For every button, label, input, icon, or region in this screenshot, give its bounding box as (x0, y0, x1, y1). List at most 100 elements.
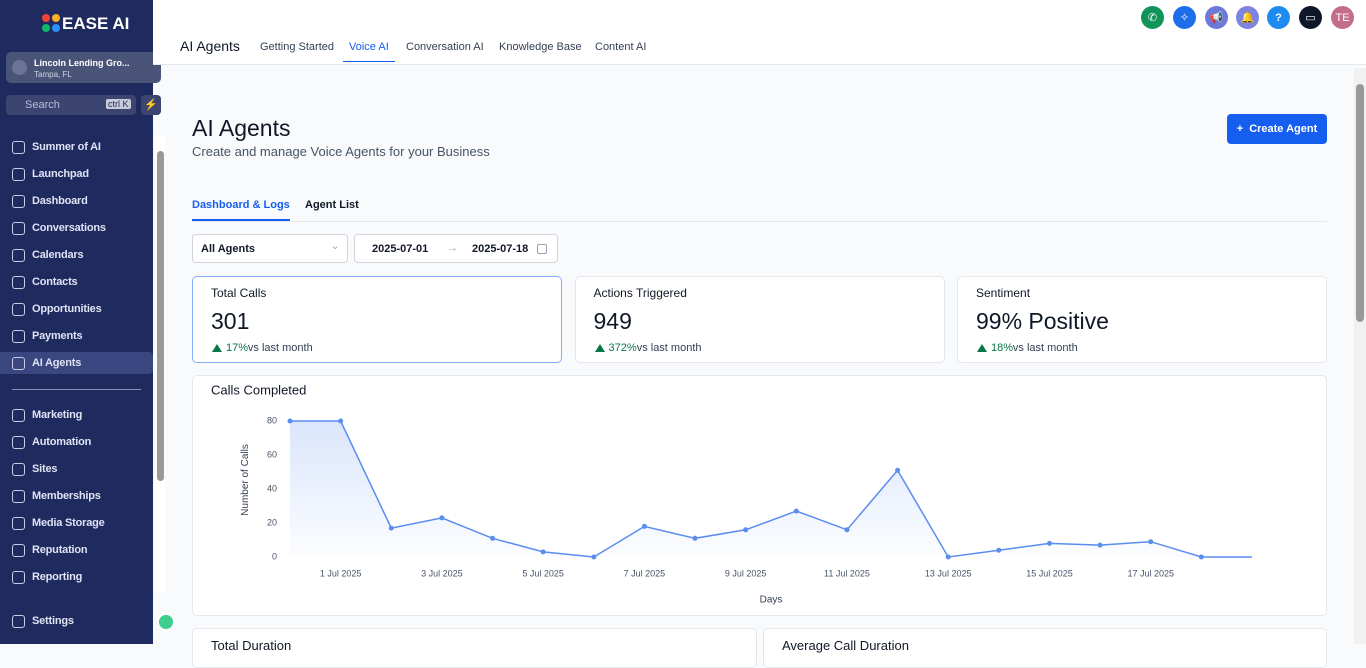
x-tick-label: 9 Jul 2025 (725, 568, 767, 578)
trend-up-icon (977, 344, 987, 352)
nav-item[interactable]: Conversations (12, 217, 152, 239)
nav-item[interactable]: Reputation (12, 539, 152, 561)
card-title: Average Call Duration (782, 638, 909, 653)
point (1198, 554, 1204, 560)
sidebar-scrollbar (155, 135, 165, 593)
collapse-button[interactable] (159, 615, 173, 629)
top-tab[interactable]: Conversation AI (406, 41, 484, 53)
point (1097, 542, 1103, 548)
nav-label: Calendars (32, 249, 84, 261)
announce-icon[interactable]: 📢 (1205, 6, 1228, 29)
bell-icon[interactable]: 🔔 (1236, 6, 1259, 29)
y-tick-label: 40 (267, 483, 277, 493)
chat-icon[interactable]: ▭ (1299, 6, 1322, 29)
account-location: Tampa, FL (34, 70, 72, 79)
y-tick-label: 0 (272, 551, 277, 561)
nav-icon (12, 275, 25, 289)
card-value: 949 (593, 308, 632, 334)
y-tick-label: 20 (267, 517, 277, 527)
x-tick-label: 11 Jul 2025 (824, 568, 870, 578)
stat-card: Sentiment 99% Positive 18% vs last month (957, 276, 1327, 363)
nav-item[interactable]: Calendars (12, 244, 152, 266)
nav-item[interactable]: Dashboard (12, 190, 152, 212)
chart-card: Calls Completed Number of Calls Days 0 20… (192, 375, 1327, 616)
stat-card: Total Duration (192, 628, 757, 668)
point (996, 547, 1002, 553)
app-title: AI Agents (180, 38, 240, 54)
create-agent-button[interactable]: + Create Agent (1227, 114, 1327, 144)
sidebar: EASE AI Lincoln Lending Gro... Tampa, FL… (0, 0, 173, 644)
x-tick-label: 15 Jul 2025 (1026, 568, 1073, 578)
help-icon[interactable]: ? (1267, 6, 1290, 29)
subtab[interactable]: Dashboard & Logs (192, 199, 290, 221)
nav-item[interactable]: AI Agents (0, 352, 153, 374)
phone-icon[interactable]: ✆ (1141, 6, 1164, 29)
nav-icon (12, 302, 25, 316)
nav-icon (12, 516, 25, 530)
nav-label: Summer of AI (32, 141, 101, 153)
nav-icon (12, 221, 25, 235)
point (540, 549, 546, 555)
top-tab[interactable]: Knowledge Base (499, 41, 582, 53)
nav-item[interactable]: Sites (12, 458, 152, 480)
chart: Calls Completed Number of Calls Days 0 20… (211, 382, 1252, 606)
account-switcher[interactable]: Lincoln Lending Gro... Tampa, FL (6, 52, 161, 83)
nav-item[interactable]: Payments (12, 325, 152, 347)
subtab[interactable]: Agent List (305, 199, 359, 211)
date-range[interactable]: 2025-07-01 → 2025-07-18 (354, 234, 558, 263)
nav-item[interactable]: Opportunities (12, 298, 152, 320)
nav-item[interactable]: Summer of AI (12, 136, 152, 158)
nav-item[interactable]: Marketing (12, 404, 152, 426)
nav-icon (12, 356, 25, 370)
ai-icon[interactable]: ✧ (1173, 6, 1196, 29)
search-placeholder: Search (25, 99, 60, 111)
nav-label: Reporting (32, 571, 83, 583)
nav-icon (12, 435, 25, 449)
card-title: Total Duration (211, 638, 292, 653)
nav-item[interactable]: Settings (12, 610, 152, 632)
nav-label: AI Agents (32, 357, 82, 369)
nav-item[interactable]: Contacts (12, 271, 152, 293)
nav-icon (12, 570, 25, 584)
nav-icon (12, 329, 25, 343)
nav-item[interactable]: Launchpad (12, 163, 152, 185)
top-tab[interactable]: Content AI (595, 41, 647, 53)
change-note: vs last month (1012, 342, 1078, 354)
nav-item[interactable]: Reporting (12, 566, 152, 588)
point (490, 535, 496, 541)
change-note: vs last month (636, 342, 702, 354)
nav-item[interactable]: Memberships (12, 485, 152, 507)
end-date: 2025-07-18 (472, 243, 529, 255)
area (290, 421, 1252, 557)
nav-icon (12, 194, 25, 208)
nav-item[interactable]: Media Storage (12, 512, 152, 534)
stat-card: Actions Triggered 949 372% vs last month (574, 276, 945, 363)
search[interactable]: Search ctrl K (6, 95, 136, 115)
point (692, 535, 698, 541)
nav-label: Payments (32, 330, 83, 342)
change-note: vs last month (247, 342, 313, 354)
y-tick-label: 60 (267, 449, 277, 459)
x-tick-label: 13 Jul 2025 (925, 568, 972, 578)
point (1046, 540, 1052, 546)
agent-select[interactable]: All Agents ⌄ (192, 234, 348, 263)
card-value: 301 (211, 308, 250, 334)
x-tick-label: 5 Jul 2025 (522, 568, 564, 578)
avatar[interactable]: TE (1331, 6, 1354, 29)
x-tick-label: 7 Jul 2025 (624, 568, 666, 578)
x-tick-label: 3 Jul 2025 (421, 568, 463, 578)
nav-icon (12, 167, 25, 181)
nav-item[interactable]: Automation (12, 431, 152, 453)
quick-action[interactable]: ⚡ (141, 95, 161, 115)
top-tab[interactable]: Getting Started (260, 41, 334, 53)
page-scrollbar (1354, 68, 1366, 644)
nav-icon (12, 140, 25, 154)
point (591, 554, 597, 560)
point (743, 527, 749, 533)
x-axis-label: Days (760, 595, 783, 606)
nav-label: Contacts (32, 276, 78, 288)
top-tab[interactable]: Voice AI (343, 41, 395, 62)
nav-label: Sites (32, 463, 58, 475)
point (1148, 539, 1154, 545)
x-tick-label: 17 Jul 2025 (1127, 568, 1174, 578)
